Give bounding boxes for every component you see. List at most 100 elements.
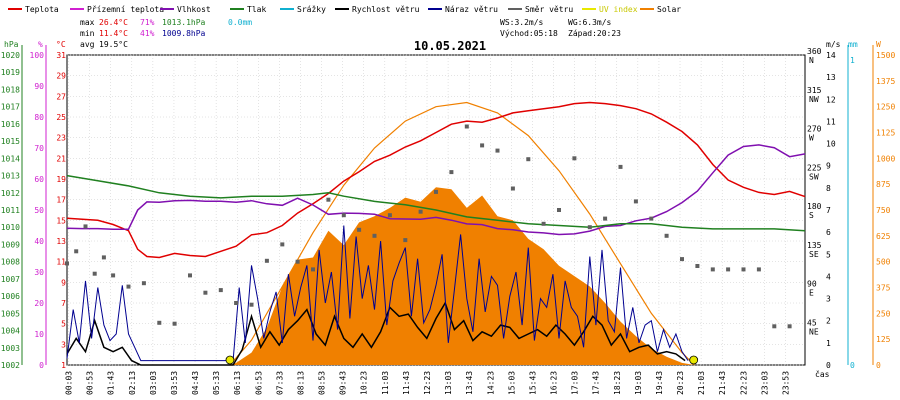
x-tick-label: 12:23 [423, 371, 432, 395]
direction-tick-compass: W [809, 134, 814, 143]
direction-tick-compass: NW [809, 95, 819, 104]
wind-direction-point [111, 273, 116, 278]
wind-tick-label: 4 [826, 272, 831, 281]
pressure-tick-label: 1008 [1, 258, 20, 267]
stat-max-rain: 0.0mm [228, 18, 252, 27]
wind-direction-point [295, 259, 300, 264]
pressure-tick-label: 1014 [1, 154, 20, 163]
x-tick-label: 14:23 [486, 371, 495, 395]
stat-max-hum: 71% [140, 18, 155, 27]
wind-direction-point [649, 216, 654, 221]
direction-tick-compass: NE [809, 327, 819, 336]
temperature-tick-label: 25 [56, 113, 66, 122]
solar-tick-label: 1250 [876, 103, 895, 112]
pressure-tick-label: 1012 [1, 189, 20, 198]
series-line-pressure [66, 174, 806, 232]
solar-tick-label: 375 [876, 284, 891, 293]
temperature-tick-label: 29 [56, 72, 66, 81]
wind-tick-label: 3 [826, 295, 831, 304]
wind-tick-label: 13 [826, 73, 836, 82]
solar-theoretical-line [229, 101, 695, 366]
x-tick-label: 16:23 [550, 371, 559, 395]
solar-axis-unit: W [876, 40, 881, 49]
humidity-tick-label: 50 [34, 206, 44, 215]
rain-tick-label: 0 [850, 361, 855, 370]
wind-direction-point [526, 157, 531, 162]
wind-direction-point [341, 213, 346, 218]
wind-direction-point [357, 227, 362, 232]
x-tick-label: 19:43 [655, 371, 664, 395]
wind-direction-point [541, 221, 546, 226]
pressure-tick-label: 1010 [1, 223, 20, 232]
direction-tick-degrees: 135 [807, 241, 822, 250]
wind-tick-label: 10 [826, 140, 836, 149]
stat-sunset: Západ:20:23 [568, 29, 621, 38]
x-tick-label: 11:03 [381, 371, 390, 395]
wind-direction-point [603, 216, 608, 221]
stat-min-hum: 41% [140, 29, 155, 38]
x-tick-label: 07:33 [275, 371, 284, 395]
series-layer [65, 101, 806, 366]
pressure-tick-label: 1020 [1, 51, 20, 60]
x-tick-label: 15:43 [528, 371, 537, 395]
wind-direction-point [264, 258, 269, 263]
wind-direction-point [572, 156, 577, 161]
stat-avg-label: avg [80, 40, 95, 49]
pressure-tick-label: 1003 [1, 344, 20, 353]
x-tick-label: 15:03 [507, 371, 516, 395]
wind-tick-label: 1 [826, 339, 831, 348]
temperature-tick-label: 31 [56, 51, 66, 60]
stat-min-temp: 11.4°C [99, 29, 128, 38]
x-tick-label: 04:43 [191, 371, 200, 395]
temperature-tick-label: 21 [56, 154, 66, 163]
humidity-axis-unit: % [38, 40, 43, 49]
solar-tick-label: 125 [876, 335, 891, 344]
temperature-tick-label: 23 [56, 134, 66, 143]
temperature-tick-label: 5 [61, 320, 66, 329]
pressure-tick-label: 1015 [1, 137, 20, 146]
wind-direction-point [787, 324, 792, 329]
x-tick-label: 05:33 [212, 371, 221, 395]
x-tick-label: 02:13 [128, 371, 137, 395]
humidity-tick-label: 0 [39, 361, 44, 370]
x-tick-label: 06:53 [254, 371, 263, 395]
wind-direction-point [710, 267, 715, 272]
sun-marker-sunset [689, 355, 699, 365]
humidity-tick-label: 80 [34, 113, 44, 122]
wind-direction-point [92, 271, 97, 276]
x-tick-label: 21:43 [718, 371, 727, 395]
stat-avg-temp: 19.5°C [99, 40, 128, 49]
pressure-tick-label: 1009 [1, 240, 20, 249]
wind-tick-label: 5 [826, 250, 831, 259]
humidity-tick-label: 10 [34, 330, 44, 339]
wind-tick-label: 6 [826, 228, 831, 237]
wind-direction-point [141, 281, 146, 286]
temperature-axis-unit: °C [56, 40, 66, 49]
solar-tick-label: 750 [876, 206, 891, 215]
wind-direction-point [695, 264, 700, 268]
series-line-humidity [66, 144, 806, 236]
wind-direction-point [587, 225, 592, 230]
direction-tick-degrees: 360 [807, 47, 822, 56]
wind-direction-point [772, 324, 777, 329]
legend-label: UV index [599, 5, 638, 14]
wind-tick-label: 8 [826, 184, 831, 193]
direction-tick-compass: SW [809, 172, 819, 181]
legend-label: Solar [657, 5, 681, 14]
direction-tick-compass: S [809, 211, 814, 220]
legend-label: Vlhkost [177, 5, 211, 14]
stat-ws: WS:3.2m/s [500, 18, 544, 27]
x-tick-label: 08:53 [318, 371, 327, 395]
x-tick-label: 17:03 [571, 371, 580, 395]
legend-label: Přízemní teplota [87, 5, 164, 14]
pressure-tick-label: 1018 [1, 85, 20, 94]
humidity-tick-label: 60 [34, 175, 44, 184]
legend: Teplota Přízemní teplota Vlhkost Tlak Srážky… [8, 5, 681, 14]
temperature-tick-label: 27 [56, 92, 66, 101]
temperature-tick-label: 7 [61, 299, 66, 308]
axes-layer: hPa% °C1002100310041005100610071008100910… [1, 40, 896, 395]
wind-direction-point [480, 143, 485, 148]
wind-direction-point [756, 267, 761, 272]
wind-direction-point [203, 290, 208, 295]
